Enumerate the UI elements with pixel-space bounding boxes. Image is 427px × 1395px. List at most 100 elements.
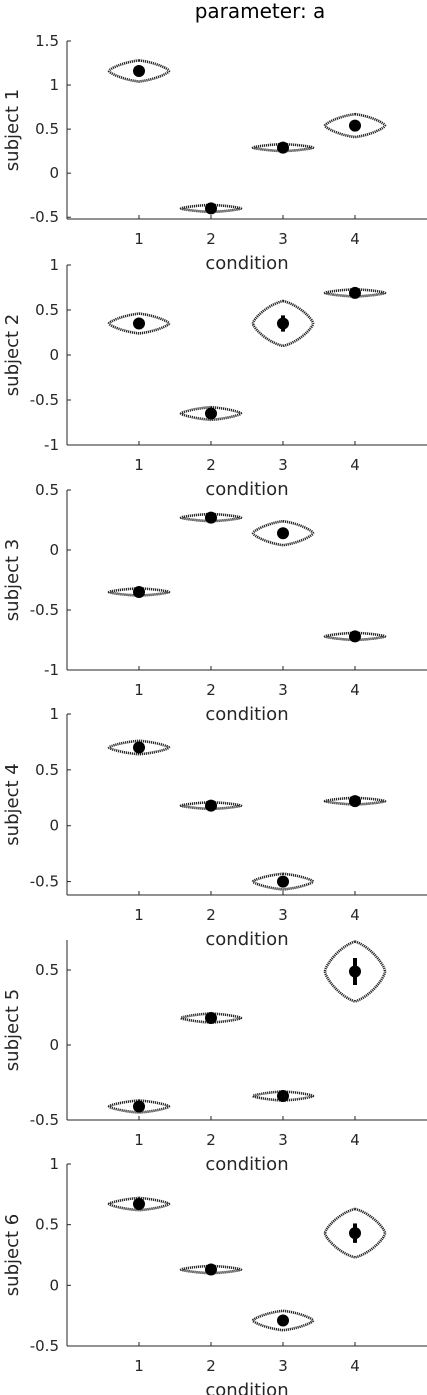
y-tick-label: 1 bbox=[49, 76, 59, 94]
y-tick-label: -0.5 bbox=[30, 208, 59, 226]
mean-marker-4 bbox=[349, 286, 361, 299]
mean-marker-1 bbox=[133, 1100, 145, 1113]
mean-marker-1 bbox=[133, 64, 145, 77]
mean-marker-2 bbox=[205, 1012, 217, 1024]
x-tick-label: 4 bbox=[350, 1131, 360, 1149]
violin-3 bbox=[251, 299, 315, 348]
violin-1 bbox=[107, 1099, 171, 1114]
y-tick-label: 0.5 bbox=[35, 1216, 59, 1234]
x-tick-label: 4 bbox=[350, 681, 360, 699]
x-tick-label: 1 bbox=[134, 1357, 144, 1375]
y-tick-label: -1 bbox=[44, 661, 59, 679]
x-axis-label: condition bbox=[205, 704, 288, 725]
mean-marker-3 bbox=[277, 141, 289, 154]
mean-marker-1 bbox=[133, 1198, 145, 1211]
x-tick-label: 4 bbox=[350, 230, 360, 248]
y-tick-label: 0 bbox=[49, 1036, 59, 1054]
y-axis-label: subject 1 bbox=[2, 89, 23, 171]
mean-marker-2 bbox=[205, 202, 217, 215]
mean-marker-2 bbox=[205, 799, 217, 812]
mean-marker-4 bbox=[349, 1227, 361, 1240]
mean-marker-3 bbox=[277, 875, 289, 888]
y-tick-label: 0.5 bbox=[35, 961, 59, 979]
subplot-2: -1 -0.5 0 0.5 1 1 2 3 4 condition subject 2 bbox=[2, 256, 427, 500]
mean-marker-4 bbox=[349, 965, 361, 978]
mean-marker-4 bbox=[349, 795, 361, 808]
y-tick-label: 0 bbox=[49, 1276, 59, 1294]
x-tick-label: 1 bbox=[134, 230, 144, 248]
y-tick-label: 0.5 bbox=[35, 761, 59, 779]
y-tick-label: 1 bbox=[49, 705, 59, 723]
subplot-4: -0.5 0 0.5 1 1 2 3 4 condition subject 4 bbox=[2, 705, 427, 950]
y-tick-label: 1 bbox=[49, 256, 59, 274]
y-tick-label: -1 bbox=[44, 436, 59, 454]
x-tick-label: 3 bbox=[278, 456, 288, 474]
y-tick-label: 0 bbox=[49, 817, 59, 835]
x-tick-label: 2 bbox=[206, 456, 216, 474]
subplot-6: -0.5 0 0.5 1 1 2 3 4 condition subject 6 bbox=[2, 1155, 427, 1395]
y-tick-label: -0.5 bbox=[30, 1337, 59, 1355]
y-tick-label: -0.5 bbox=[30, 1111, 59, 1129]
x-axis-label: condition bbox=[205, 929, 288, 950]
violin-3 bbox=[251, 1309, 315, 1332]
y-axis-label: subject 5 bbox=[2, 989, 23, 1071]
x-tick-label: 4 bbox=[350, 906, 360, 924]
subplot-5: -0.5 0 0.5 1 2 3 4 condition subject 5 bbox=[2, 940, 427, 1175]
x-tick-label: 1 bbox=[134, 456, 144, 474]
mean-marker-2 bbox=[205, 1263, 217, 1276]
mean-marker-3 bbox=[277, 317, 289, 330]
violin-4 bbox=[323, 1207, 387, 1259]
y-tick-label: 0 bbox=[49, 164, 59, 182]
y-axis-label: subject 3 bbox=[2, 539, 23, 621]
mean-marker-1 bbox=[133, 586, 145, 598]
x-axis-label: condition bbox=[205, 1154, 288, 1175]
mean-marker-3 bbox=[277, 527, 289, 540]
y-tick-label: 0.5 bbox=[35, 301, 59, 319]
mean-marker-1 bbox=[133, 317, 145, 330]
violin-4 bbox=[323, 112, 387, 139]
y-tick-label: -0.5 bbox=[30, 601, 59, 619]
y-tick-label: -0.5 bbox=[30, 391, 59, 409]
y-tick-label: 0.5 bbox=[35, 120, 59, 138]
mean-marker-4 bbox=[349, 630, 361, 643]
mean-marker-4 bbox=[349, 119, 361, 132]
x-tick-label: 3 bbox=[278, 1131, 288, 1149]
y-axis-label: subject 4 bbox=[2, 763, 23, 845]
mean-marker-3 bbox=[277, 1090, 289, 1102]
subplot-3: -1 -0.5 0 0.5 1 2 3 4 condition subject 3 bbox=[2, 481, 427, 725]
x-tick-label: 2 bbox=[206, 681, 216, 699]
x-axis-label: condition bbox=[205, 479, 288, 500]
figure-title: parameter: a bbox=[195, 0, 326, 23]
violin-1 bbox=[107, 1196, 171, 1212]
x-tick-label: 1 bbox=[134, 1131, 144, 1149]
y-tick-label: -0.5 bbox=[30, 873, 59, 891]
violin-1 bbox=[107, 59, 171, 83]
x-tick-label: 2 bbox=[206, 1357, 216, 1375]
violin-3 bbox=[251, 872, 315, 891]
x-tick-label: 1 bbox=[134, 906, 144, 924]
violin-2 bbox=[179, 405, 243, 422]
y-tick-label: 0 bbox=[49, 541, 59, 559]
y-axis-label: subject 2 bbox=[2, 314, 23, 396]
x-tick-label: 3 bbox=[278, 681, 288, 699]
y-tick-label: 1 bbox=[49, 1155, 59, 1173]
y-tick-label: 0.5 bbox=[35, 481, 59, 499]
y-tick-label: 0 bbox=[49, 346, 59, 364]
x-tick-label: 2 bbox=[206, 230, 216, 248]
mean-marker-3 bbox=[277, 1314, 289, 1327]
y-axis-label: subject 6 bbox=[2, 1214, 23, 1296]
x-tick-label: 3 bbox=[278, 1357, 288, 1375]
x-axis-label: condition bbox=[205, 1380, 288, 1395]
violin-1 bbox=[107, 312, 171, 335]
violin-1 bbox=[107, 739, 171, 756]
x-tick-label: 2 bbox=[206, 1131, 216, 1149]
x-tick-label: 4 bbox=[350, 456, 360, 474]
subplot-stack: -0.5 0 0.5 1 1.5 1 2 3 4 condition subject 1 -1 -0.5… bbox=[2, 32, 427, 1395]
x-tick-label: 4 bbox=[350, 1357, 360, 1375]
subplot-1: -0.5 0 0.5 1 1.5 1 2 3 4 condition subject 1 bbox=[2, 32, 427, 274]
x-tick-label: 1 bbox=[134, 681, 144, 699]
mean-marker-1 bbox=[133, 741, 145, 754]
x-tick-label: 3 bbox=[278, 230, 288, 248]
